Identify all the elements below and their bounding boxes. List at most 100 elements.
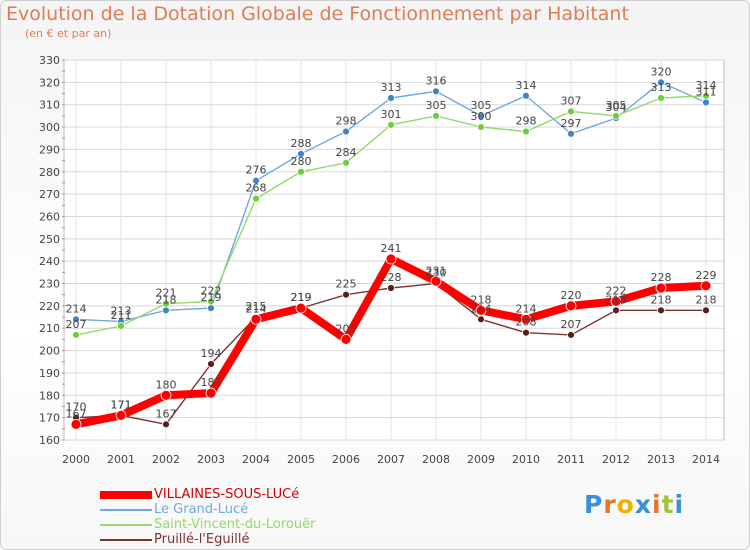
x-tick-label: 2013: [647, 453, 675, 466]
data-point: [342, 290, 350, 299]
y-tick-label: 250: [39, 233, 60, 246]
data-point: [522, 127, 530, 136]
data-label: 268: [246, 182, 267, 195]
data-label: 288: [291, 137, 312, 150]
data-point: [477, 315, 485, 324]
data-point: [702, 98, 710, 107]
data-point: [252, 194, 260, 203]
data-point: [297, 149, 305, 158]
data-point: [162, 299, 170, 308]
y-tick-label: 210: [39, 322, 60, 335]
proxiti-logo: Proxiti: [584, 490, 684, 519]
data-point: [477, 123, 485, 131]
x-tick-label: 2011: [557, 453, 585, 466]
data-label: 211: [111, 309, 132, 322]
data-point: [297, 167, 305, 176]
legend-label: VILLAINES-SOUS-LUCé: [154, 487, 300, 502]
data-label: 170: [66, 401, 87, 414]
logo-letter: x: [634, 490, 652, 519]
data-label: 214: [66, 302, 87, 315]
data-label: 219: [291, 291, 312, 304]
data-point: [612, 306, 620, 315]
logo-letter: o: [616, 490, 635, 519]
data-point: [162, 306, 170, 315]
data-point: [567, 107, 575, 116]
data-label: 298: [516, 115, 537, 128]
data-point: [387, 120, 395, 129]
data-point: [72, 331, 80, 339]
data-point: [612, 111, 620, 120]
data-label: 207: [561, 318, 582, 331]
data-label: 229: [696, 269, 717, 282]
x-tick-label: 2010: [512, 453, 540, 466]
data-label: 305: [471, 99, 492, 112]
data-label: 208: [516, 316, 537, 329]
y-tick-label: 200: [39, 345, 60, 358]
data-label: 218: [606, 293, 627, 306]
data-point: [522, 328, 530, 337]
data-label: 228: [381, 271, 402, 284]
data-label: 205: [336, 322, 357, 335]
data-point: [520, 313, 532, 325]
x-tick-label: 2002: [152, 453, 180, 466]
y-tick-label: 220: [39, 300, 60, 313]
y-tick-label: 230: [39, 278, 60, 291]
data-label: 301: [381, 108, 402, 121]
data-label: 180: [156, 378, 177, 391]
data-label: 314: [516, 79, 537, 92]
y-tick-label: 170: [39, 412, 60, 425]
data-label: 305: [426, 99, 447, 112]
x-tick-label: 2007: [377, 453, 405, 466]
x-tick-label: 2005: [287, 453, 315, 466]
data-point: [610, 296, 622, 307]
data-point: [432, 87, 440, 96]
data-point: [250, 313, 262, 325]
y-tick-label: 160: [39, 434, 60, 447]
x-tick-label: 2008: [422, 453, 450, 466]
data-point: [475, 304, 487, 316]
data-label: 284: [336, 146, 357, 159]
data-label: 207: [66, 318, 87, 331]
data-point: [522, 91, 530, 100]
y-tick-label: 270: [39, 188, 60, 201]
data-label: 316: [426, 74, 447, 87]
data-label: 218: [471, 293, 492, 306]
legend-label: Saint-Vincent-du-Lorouër: [154, 517, 316, 532]
y-tick-label: 290: [39, 143, 60, 156]
data-point: [117, 322, 125, 330]
data-point: [207, 360, 215, 368]
legend-swatch: [100, 509, 152, 511]
data-label: 214: [471, 302, 492, 315]
data-label: 222: [606, 284, 627, 297]
data-point: [567, 129, 575, 138]
data-label: 280: [291, 155, 312, 168]
data-label: 218: [696, 293, 717, 306]
data-label: 231: [426, 264, 447, 277]
legend-swatch: [100, 524, 152, 526]
data-label: 213: [111, 305, 132, 318]
data-label: 181: [201, 376, 222, 389]
y-tick-label: 300: [39, 121, 60, 134]
data-label: 167: [156, 407, 177, 420]
data-point: [205, 387, 217, 399]
data-point: [702, 306, 710, 315]
data-label: 276: [246, 164, 267, 177]
data-point: [342, 127, 350, 136]
data-point: [430, 275, 442, 287]
data-label: 298: [336, 115, 357, 128]
y-tick-label: 280: [39, 166, 60, 179]
data-label: 171: [111, 398, 132, 411]
data-label: 215: [246, 300, 267, 313]
data-label: 307: [561, 94, 582, 107]
data-label: 313: [651, 81, 672, 94]
logo-letter: i: [652, 490, 662, 519]
data-point: [160, 389, 172, 401]
x-tick-label: 2001: [107, 453, 135, 466]
data-point: [70, 418, 82, 430]
chart-title: Evolution de la Dotation Globale de Fonc…: [6, 3, 629, 25]
y-tick-label: 330: [39, 54, 60, 67]
data-label: 219: [201, 291, 222, 304]
data-label: 297: [561, 117, 582, 130]
data-label: 228: [651, 271, 672, 284]
